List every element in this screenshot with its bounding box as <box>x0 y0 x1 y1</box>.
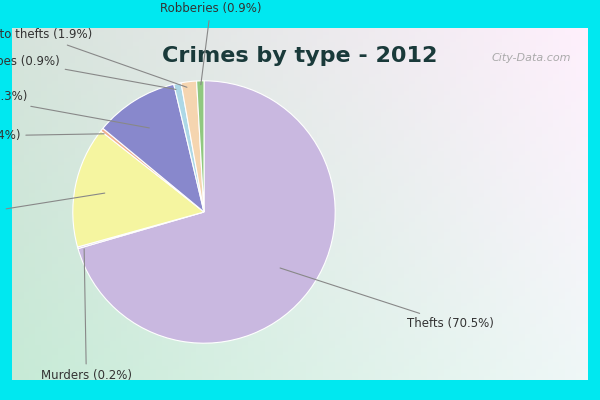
Wedge shape <box>174 83 204 212</box>
Wedge shape <box>181 81 204 212</box>
Text: Thefts (70.5%): Thefts (70.5%) <box>280 268 494 330</box>
Text: Assaults (10.3%): Assaults (10.3%) <box>0 90 149 128</box>
Text: City-Data.com: City-Data.com <box>491 53 571 63</box>
Text: Rapes (0.9%): Rapes (0.9%) <box>0 55 176 90</box>
Wedge shape <box>103 84 204 212</box>
Text: Crimes by type - 2012: Crimes by type - 2012 <box>163 46 437 66</box>
Text: Burglaries (14.9%): Burglaries (14.9%) <box>0 193 105 225</box>
Text: Robberies (0.9%): Robberies (0.9%) <box>160 2 262 85</box>
Text: Auto thefts (1.9%): Auto thefts (1.9%) <box>0 28 187 87</box>
Text: Arson (0.4%): Arson (0.4%) <box>0 130 104 142</box>
Wedge shape <box>197 81 204 212</box>
Wedge shape <box>73 131 204 247</box>
Wedge shape <box>78 81 335 343</box>
Text: Murders (0.2%): Murders (0.2%) <box>41 249 132 382</box>
Wedge shape <box>101 128 204 212</box>
Wedge shape <box>77 212 204 249</box>
